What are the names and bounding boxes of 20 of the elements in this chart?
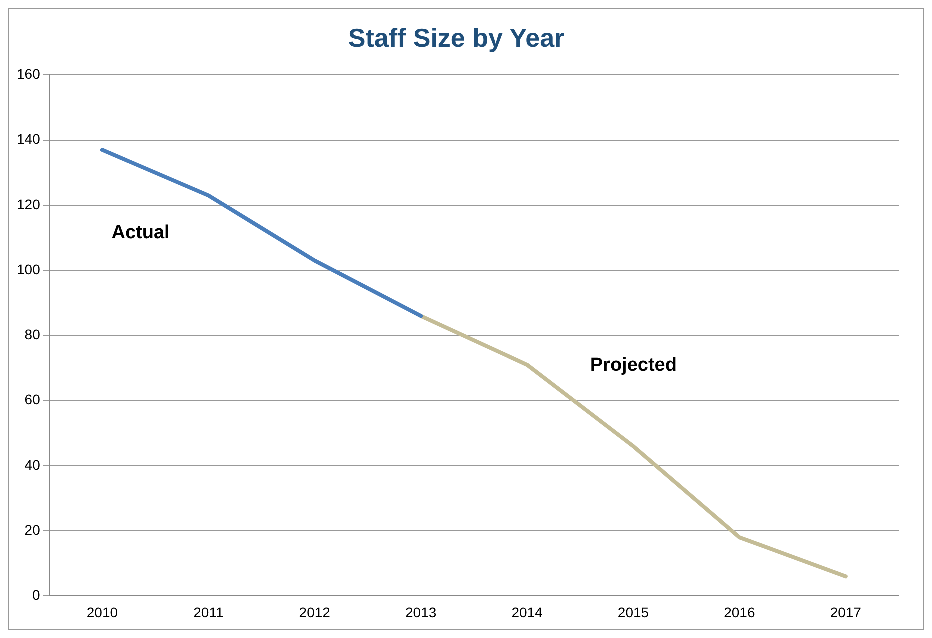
y-tick-label: 60 [24,392,41,408]
y-tick-label: 100 [17,261,41,278]
x-tick-label: 2011 [194,604,224,620]
x-tick-label: 2012 [299,604,331,620]
chart-title: Staff Size by Year [348,22,565,53]
x-tick-label: 2013 [406,604,437,620]
text: Actual [112,222,170,244]
y-tick-label: 20 [24,522,41,538]
y-tick-label: 80 [24,326,41,343]
x-tick-label: 2016 [724,604,756,620]
x-tick-label: 2010 [86,604,118,620]
y-tick-label: 140 [17,131,41,148]
y-tick-label: 40 [24,456,41,473]
x-tick-label: 2014 [512,604,544,620]
y-tick-label: 120 [17,196,41,212]
y-tick-label: 0 [32,587,41,604]
x-tick-label: 2015 [618,604,650,620]
series-label: Projected [590,354,677,376]
x-tick-label: 2017 [830,604,862,620]
y-tick-label: 160 [17,66,41,82]
